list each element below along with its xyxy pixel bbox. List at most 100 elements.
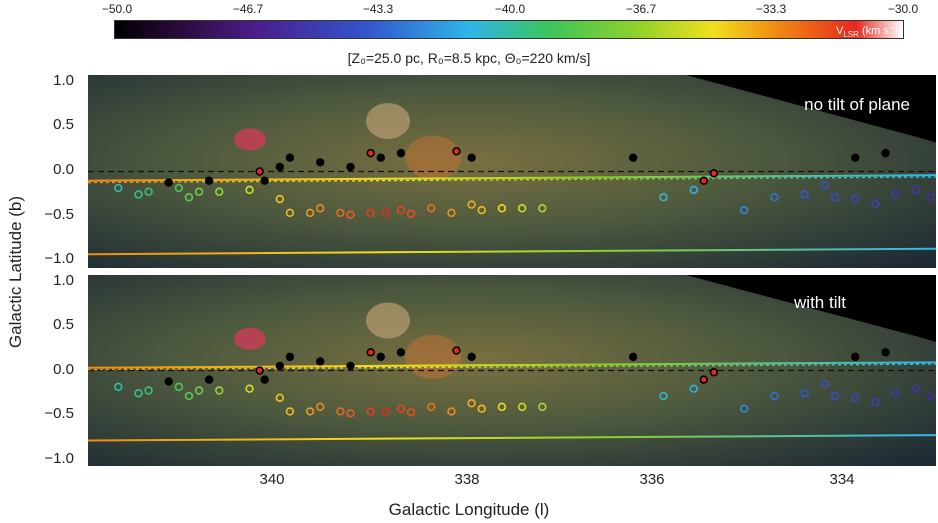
maser-point [770,391,779,401]
maser-point [820,379,830,389]
maser-point [427,204,436,213]
maser-point [659,193,668,202]
maser-point [851,153,860,162]
bottom-panel-title: with tilt [794,293,846,312]
maser-point [699,375,709,384]
xtick-label: 338 [454,471,480,488]
emission-region [234,128,266,151]
maser-point [381,407,391,416]
maser-point [336,407,345,416]
maser-point [245,384,254,393]
colorbar-tick: −43.3 [362,2,394,16]
bottom-panel: with tilt [88,275,936,466]
maser-point [830,391,840,401]
ytick-label: 1.0 [53,72,74,89]
colorbar-tick: −40.0 [494,2,526,16]
maser-point [467,153,476,162]
maser-point [174,382,184,392]
maser-point [891,190,900,199]
maser-point [800,190,809,199]
maser-point [467,200,476,209]
maser-point [739,404,749,413]
ytick-label: −1.0 [44,250,74,267]
ytick-label: 0.0 [53,161,74,178]
maser-point [366,208,375,218]
maser-point [689,384,698,393]
maser-point [467,352,476,362]
tilt-plane-line [88,434,936,442]
maser-point [366,348,375,357]
maser-point [709,368,719,377]
maser-point [315,402,325,412]
maser-point [114,382,123,392]
maser-point [184,391,194,401]
maser-point [739,205,749,215]
maser-point [194,386,204,395]
bottom-panel-plot [88,275,936,466]
x-axis-label: Galactic Longitude (l) [388,500,550,519]
maser-point [376,153,385,162]
maser-point [194,187,204,196]
maser-point [144,386,153,395]
maser-point [346,409,355,418]
maser-point [851,393,860,402]
maser-point [770,193,779,202]
maser-point [517,402,527,412]
top-panel-plot [88,75,936,268]
top-panel-title: no tilt of plane [804,95,910,114]
maser-point [315,158,325,167]
maser-point [346,210,355,219]
maser-point [275,393,285,402]
maser-point [285,407,295,416]
maser-point [467,399,476,408]
top-panel: no tilt of plane [88,75,936,268]
maser-point [275,162,285,172]
maser-point [396,404,406,413]
maser-point [285,153,295,162]
unsurveyed-region [686,275,936,342]
maser-point [114,183,123,193]
maser-point [174,183,184,193]
colorbar-label: VLSR (km s⁻¹) [836,25,902,40]
maser-point [926,391,936,401]
maser-point [452,346,461,355]
plane-reference-line [88,174,936,182]
maser-point [851,352,860,362]
maser-point [144,187,153,196]
maser-point [406,408,416,417]
maser-point [538,204,547,213]
maser-point [517,204,527,213]
maser-point [305,407,315,416]
maser-point [538,402,547,412]
maser-point [204,176,214,185]
maser-point [497,204,507,213]
maser-point [315,204,325,213]
maser-point [881,148,890,158]
maser-point [184,193,194,202]
ytick-label: 1.0 [53,272,74,289]
maser-point [800,389,809,398]
colorbar-tick: −46.7 [232,2,264,16]
maser-point [851,194,860,204]
maser-point [659,391,668,401]
maser-point [285,352,295,362]
xtick-label: 336 [639,471,665,488]
maser-point [926,193,936,202]
maser-point [447,407,456,416]
maser-point [699,176,709,185]
maser-point [396,148,406,158]
maser-point [134,190,143,199]
maser-point [285,208,295,218]
maser-point [820,181,830,190]
maser-point [911,185,921,195]
maser-point [336,208,345,218]
maser-point [628,352,638,362]
plane-reference-line [88,361,936,369]
maser-point [891,389,900,398]
colorbar-tick: −30.0 [887,2,919,16]
maser-point [346,361,355,371]
maser-point [396,205,406,215]
maser-point [628,153,638,162]
maser-point [134,389,143,398]
colorbar-tick: −36.7 [625,2,657,16]
